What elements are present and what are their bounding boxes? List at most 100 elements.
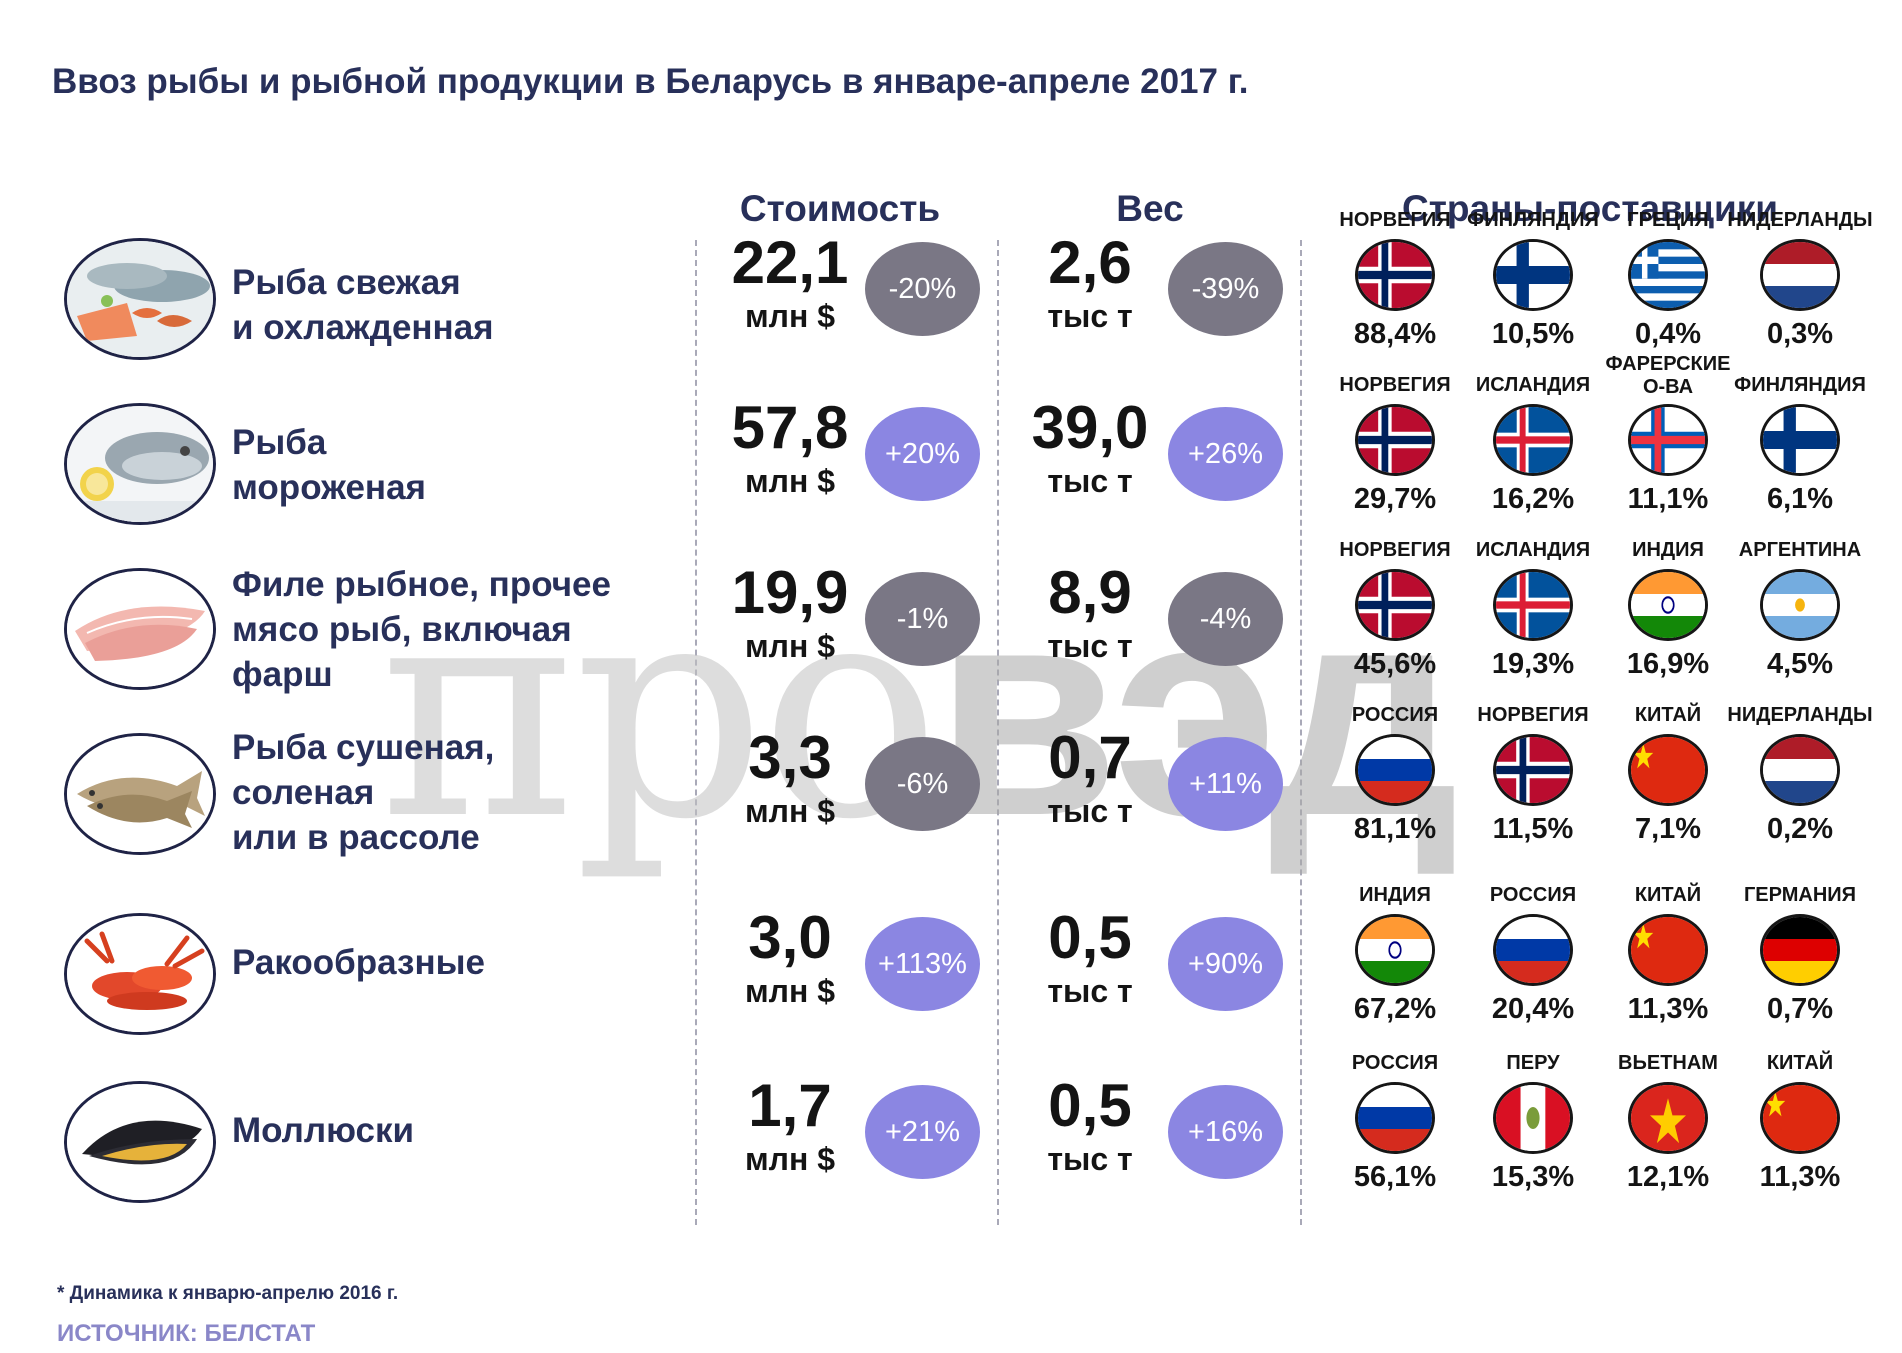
china-flag-icon [1628,914,1708,986]
category-row: Филе рыбное, прочее мясо рыб, включая фарш… [0,539,1902,720]
country-name: ФИНЛЯНДИЯ [1720,374,1880,397]
value-change-badge: +21% [865,1085,980,1179]
netherlands-flag-icon [1760,239,1840,311]
category-label-line: или в рассоле [232,818,480,857]
country-name-line: НОРВЕГИЯ [1339,209,1451,231]
norway-flag-icon [1493,734,1573,806]
country-name-line: ГРЕЦИЯ [1627,209,1709,231]
weight-change-badge: -4% [1168,572,1283,666]
country-name-line: КИТАЙ [1634,704,1702,726]
faroe-flag-icon [1628,404,1708,476]
weight-change-badge: +90% [1168,917,1283,1011]
country-name-line: АРГЕНТИНА [1738,539,1862,561]
weight-number: 0,5 [1048,1072,1132,1139]
category-label: Рыба мороженая [232,420,426,510]
category-row: Рыба мороженая 57,8 млн $ +20% 39,0 тыс т +26% Н… [0,353,1902,555]
category-label: Ракообразные [232,940,485,985]
fresh-fish-photo [64,238,216,360]
value-unit: млн $ [744,298,835,334]
header-countries: Страны-поставщики [1402,188,1778,229]
finland-flag-icon [1493,239,1573,311]
header-value: Стоимость [739,188,941,229]
country-name-line: НОРВЕГИЯ [1477,704,1589,726]
category-label-line: фарш [232,655,333,694]
netherlands-flag-icon [1760,734,1840,806]
country-name-line: НОРВЕГИЯ [1339,374,1451,396]
value-number: 3,3 [748,724,832,791]
india-flag-icon [1628,569,1708,641]
country-name-line: КИТАЙ [1634,884,1702,906]
category-label-line: Филе рыбное, прочее [232,565,611,604]
vietnam-flag-icon [1628,1082,1708,1154]
norway-flag-icon [1355,569,1435,641]
country-share: 12,1% [1626,1161,1710,1193]
weight-unit: тыс т [1047,463,1133,499]
country-share: 0,7% [1766,993,1834,1025]
weight-unit: тыс т [1047,298,1133,334]
country-name: ГЕРМАНИЯ [1720,884,1880,907]
category-label-line: мясо рыб, включая [232,610,572,649]
category-label: Филе рыбное, прочее мясо рыб, включая фарш [232,562,611,697]
country-share: 4,5% [1766,648,1834,680]
china-flag-icon [1760,1082,1840,1154]
weight-number: 0,5 [1048,904,1132,971]
country-name-line: ИНДИЯ [1359,884,1431,906]
country-name: АРГЕНТИНА [1720,539,1880,562]
germany-flag-icon [1760,914,1840,986]
weight-number: 2,6 [1048,229,1132,296]
value-unit: млн $ [744,463,835,499]
weight-number: 8,9 [1048,559,1132,626]
country-name: ГРЕЦИЯ [1588,209,1748,232]
country-share: 0,4% [1634,318,1702,350]
category-label-line: соленая [232,773,375,812]
country-share: 67,2% [1353,993,1437,1025]
greece-flag-icon [1628,239,1708,311]
india-flag-icon [1355,914,1435,986]
country-name: ВЬЕТНАМ [1588,1052,1748,1075]
country-share: 16,9% [1626,648,1710,680]
frozen-fish-photo [64,403,216,525]
mussel-photo [64,1081,216,1203]
dried-fish-photo [64,733,216,855]
category-row: Рыба свежая и охлажденная 22,1 млн $ -20% 2,6… [0,209,1902,390]
source-label: ИСТОЧНИК: БЕЛСТАТ [57,1320,316,1347]
country-name: РОССИЯ [1453,884,1613,907]
value-change-badge: +20% [865,407,980,501]
country-name-line: ФАРЕРСКИЕ [1605,353,1731,375]
country-name: НОРВЕГИЯ [1315,209,1475,232]
category-label-line: Рыба [232,423,327,462]
category-label-line: Моллюски [232,1111,415,1150]
value-change-badge: -20% [865,242,980,336]
category-label: Рыба свежая и охлажденная [232,260,494,350]
crayfish-photo [64,913,216,1035]
weight-change-badge: +11% [1168,737,1283,831]
country-share: 56,1% [1353,1161,1437,1193]
value-number: 1,7 [748,1072,832,1139]
weight-change-badge: +16% [1168,1085,1283,1179]
country-share: 45,6% [1353,648,1437,680]
country-name-line: ИСЛАНДИЯ [1475,539,1591,561]
country-name: НИДЕРЛАНДЫ [1720,704,1880,727]
country-name: РОССИЯ [1315,1052,1475,1075]
country-name: ИНДИЯ [1315,884,1475,907]
value-change-badge: -1% [865,572,980,666]
country-name-line: РОССИЯ [1351,1052,1439,1074]
country-name-line: НОРВЕГИЯ [1339,539,1451,561]
country-name-line: НИДЕРЛАНДЫ [1727,704,1873,726]
value-number: 19,9 [731,559,849,626]
country-name: КИТАЙ [1720,1052,1880,1075]
category-label: Рыба сушеная, соленая или в рассоле [232,725,494,860]
country-name-line: ГЕРМАНИЯ [1743,884,1857,906]
russia-flag-icon [1493,914,1573,986]
category-row: Рыба сушеная, соленая или в рассоле 3,3 млн … [0,704,1902,885]
country-name-line: РОССИЯ [1489,884,1577,906]
country-name: КИТАЙ [1588,704,1748,727]
country-share: 0,3% [1766,318,1834,350]
russia-flag-icon [1355,1082,1435,1154]
country-share: 29,7% [1353,483,1437,515]
country-share: 16,2% [1491,483,1575,515]
category-label-line: Ракообразные [232,943,485,982]
peru-flag-icon [1493,1082,1573,1154]
weight-unit: тыс т [1047,973,1133,1009]
country-share: 11,1% [1627,483,1709,515]
